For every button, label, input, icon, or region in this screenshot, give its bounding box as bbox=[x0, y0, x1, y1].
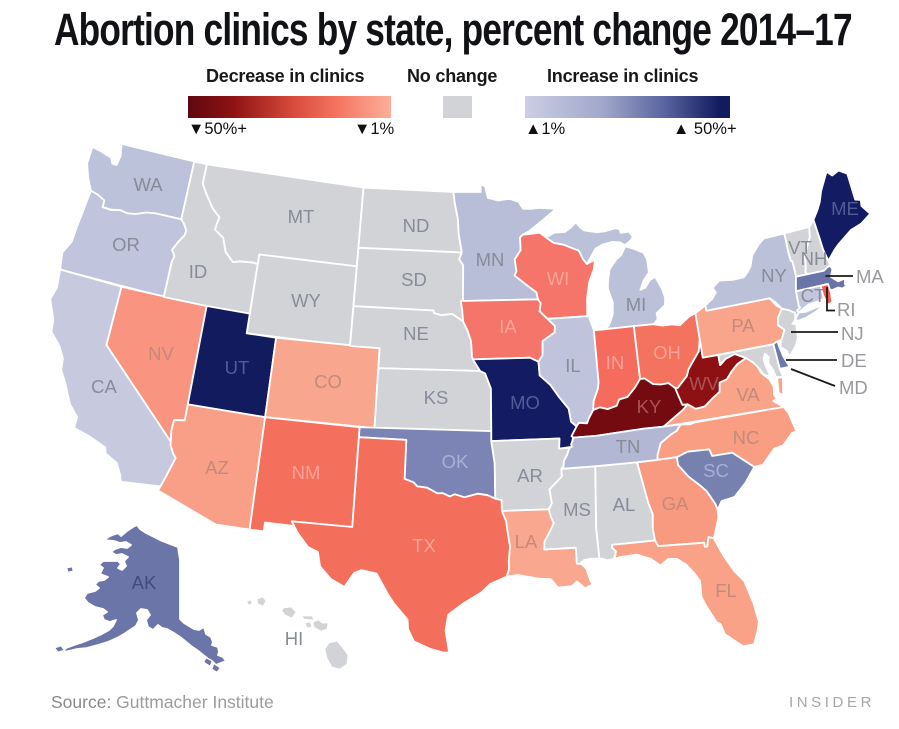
svg-text:MT: MT bbox=[288, 206, 315, 227]
svg-text:ND: ND bbox=[403, 215, 430, 236]
svg-text:WI: WI bbox=[547, 268, 570, 289]
svg-text:FL: FL bbox=[715, 580, 737, 601]
svg-text:IN: IN bbox=[606, 352, 625, 373]
svg-text:NY: NY bbox=[761, 265, 787, 286]
svg-text:AL: AL bbox=[613, 494, 636, 515]
svg-text:DE: DE bbox=[841, 350, 867, 371]
svg-text:VT: VT bbox=[788, 237, 812, 258]
svg-text:OR: OR bbox=[112, 234, 140, 255]
svg-text:ID: ID bbox=[189, 261, 208, 282]
svg-text:IA: IA bbox=[499, 316, 517, 337]
svg-text:TN: TN bbox=[616, 436, 641, 457]
svg-text:ME: ME bbox=[831, 198, 859, 219]
svg-text:MI: MI bbox=[626, 294, 647, 315]
svg-text:KY: KY bbox=[637, 396, 662, 417]
svg-text:WY: WY bbox=[291, 290, 321, 311]
svg-text:TX: TX bbox=[412, 535, 436, 556]
svg-text:PA: PA bbox=[731, 315, 755, 336]
svg-text:MA: MA bbox=[856, 266, 884, 287]
svg-text:NM: NM bbox=[292, 462, 321, 483]
svg-text:CT: CT bbox=[801, 285, 826, 306]
svg-text:KS: KS bbox=[424, 387, 449, 408]
svg-text:SC: SC bbox=[703, 460, 729, 481]
svg-text:NH: NH bbox=[801, 248, 828, 269]
svg-text:NJ: NJ bbox=[841, 323, 864, 344]
svg-text:OH: OH bbox=[653, 342, 681, 363]
svg-text:AZ: AZ bbox=[205, 457, 229, 478]
svg-text:WV: WV bbox=[689, 373, 719, 394]
svg-text:OK: OK bbox=[442, 451, 469, 472]
svg-text:HI: HI bbox=[285, 628, 304, 649]
svg-text:WA: WA bbox=[133, 174, 163, 195]
svg-text:NE: NE bbox=[403, 323, 429, 344]
svg-text:AK: AK bbox=[132, 572, 157, 593]
svg-text:NV: NV bbox=[148, 343, 174, 364]
svg-text:VA: VA bbox=[736, 384, 760, 405]
svg-text:MS: MS bbox=[563, 499, 591, 520]
svg-text:LA: LA bbox=[515, 531, 538, 552]
svg-text:CO: CO bbox=[314, 371, 342, 392]
svg-text:CA: CA bbox=[91, 376, 117, 397]
svg-text:AR: AR bbox=[517, 465, 543, 486]
svg-text:RI: RI bbox=[837, 299, 856, 320]
svg-text:SD: SD bbox=[401, 269, 427, 290]
svg-text:MD: MD bbox=[839, 377, 868, 398]
svg-text:NC: NC bbox=[733, 427, 760, 448]
svg-text:MO: MO bbox=[510, 392, 540, 413]
svg-text:UT: UT bbox=[225, 357, 250, 378]
svg-text:IL: IL bbox=[565, 355, 580, 376]
svg-text:MN: MN bbox=[476, 249, 505, 270]
svg-text:GA: GA bbox=[662, 493, 689, 514]
